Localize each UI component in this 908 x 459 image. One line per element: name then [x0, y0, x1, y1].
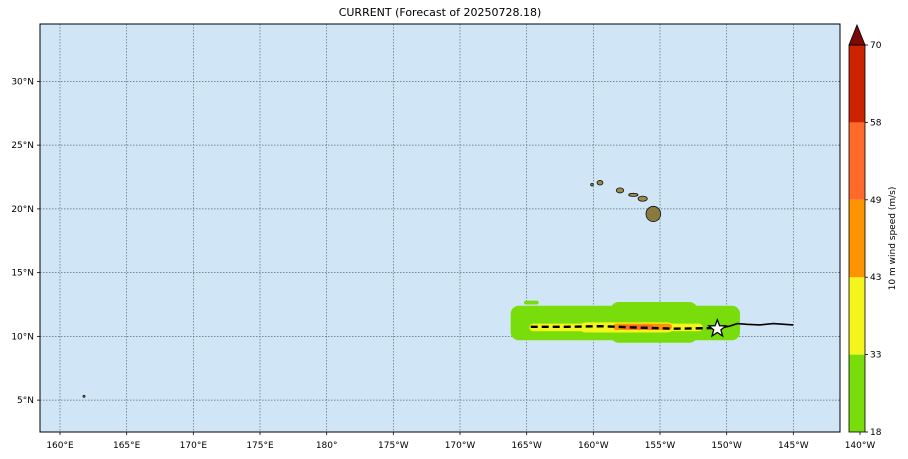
map-frame [39, 23, 841, 433]
colorbar-segment-3 [849, 122, 865, 200]
kauai [596, 180, 604, 186]
lon-tick-label-5: 175°W [378, 441, 409, 451]
lon-tick-label-4: 180° [316, 441, 338, 451]
colorbar-title: 10 m wind speed (m/s) [888, 187, 898, 291]
colorbar-tick-label-2: 43 [870, 273, 881, 283]
colorbar-frame [848, 44, 866, 433]
lat-tick-label-5: 30°N [11, 77, 34, 87]
graticule [40, 24, 840, 432]
past-track-line [717, 322, 794, 330]
lon-tick-label-6: 170°W [445, 441, 476, 451]
current-position-star-icon [707, 317, 728, 338]
lon-tick-label-9: 155°W [645, 441, 676, 451]
wind-speed-swath [510, 300, 740, 343]
niihau [590, 182, 594, 187]
colorbar-tick-label-3: 49 [870, 196, 882, 206]
lon-tick-label-11: 145°W [778, 441, 809, 451]
lon-tick-label-1: 165°E [113, 441, 141, 451]
lat-tick-label-4: 25°N [11, 141, 34, 151]
molokai [628, 192, 639, 197]
lat-tick-label-1: 10°N [11, 332, 34, 342]
lon-tick-label-10: 150°W [711, 441, 742, 451]
lon-tick-label-2: 170°E [180, 441, 208, 451]
map-title: CURRENT (Forecast of 20250728.18) [338, 6, 542, 19]
lon-tick-label-0: 160°E [46, 441, 74, 451]
tiny-atoll [82, 394, 86, 398]
colorbar-tick-label-5: 70 [870, 41, 882, 51]
wind-swath-patch-7 [624, 324, 654, 330]
oahu [615, 187, 625, 194]
colorbar-segment-4 [849, 45, 865, 123]
lon-tick-label-7: 165°W [511, 441, 542, 451]
lon-tick-label-12: 140°W [845, 441, 876, 451]
hawaii-big-island [645, 205, 662, 223]
lon-tick-label-3: 175°E [246, 441, 274, 451]
ocean-background [40, 24, 840, 432]
island-layer [82, 180, 662, 398]
lat-tick-label-2: 15°N [11, 269, 34, 279]
colorbar-tick-label-0: 18 [870, 428, 882, 438]
colorbar-overflow-arrow [848, 23, 866, 46]
forecast-track-line [530, 324, 714, 330]
colorbar: 18 33 43 49 58 70 10 m wind speed (m/s) [848, 23, 898, 438]
maui [637, 195, 648, 202]
wind-swath-patch-3 [524, 300, 539, 305]
colorbar-segment-0 [849, 354, 865, 432]
colorbar-tick-label-4: 58 [870, 118, 882, 128]
colorbar-tick-label-1: 33 [870, 351, 881, 361]
colorbar-segment-2 [849, 199, 865, 278]
lat-tick-label-3: 20°N [11, 205, 34, 215]
latitude-tick-labels: 5°N 10°N 15°N 20°N 25°N 30°N [11, 77, 40, 406]
storm-track [530, 317, 794, 338]
lon-tick-label-8: 160°W [578, 441, 609, 451]
longitude-tick-labels: 160°E 165°E 170°E 175°E 180° 175°W 170°W 165°W 1… [46, 432, 875, 451]
colorbar-segment-1 [849, 277, 865, 355]
lat-tick-label-0: 5°N [17, 396, 34, 406]
